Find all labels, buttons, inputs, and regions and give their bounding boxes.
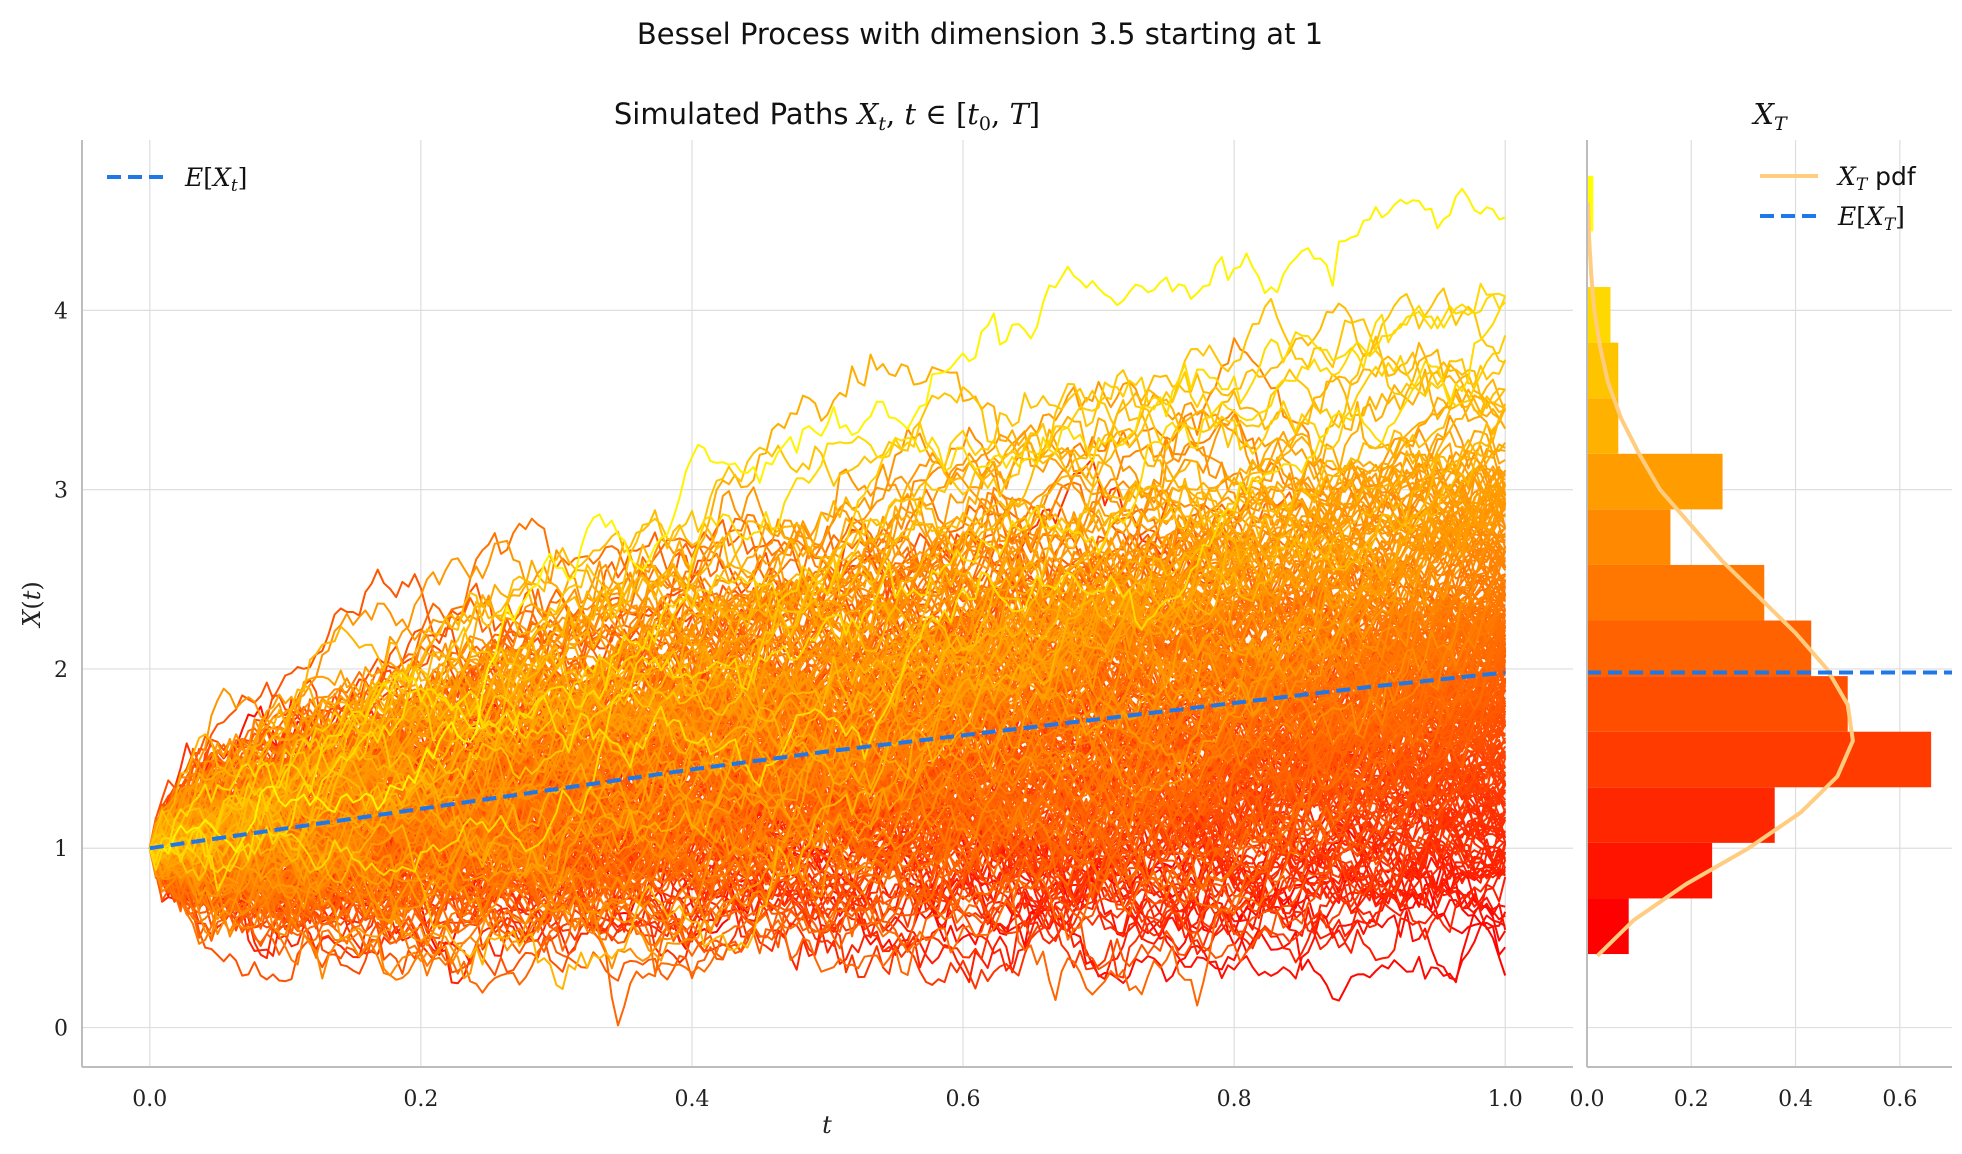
sample-path: [148, 546, 1506, 923]
sample-path: [148, 295, 1507, 874]
histogram-title: XT: [1751, 97, 1788, 135]
paths-x-tick-label: 0.4: [674, 1087, 709, 1112]
paths-legend: E[Xt]: [107, 163, 247, 196]
paths-y-axis-label: X(t): [18, 581, 46, 629]
sample-path: [149, 409, 1507, 850]
histogram-x-tick-label: 0.4: [1778, 1087, 1813, 1112]
paths-panel: 0.0 0.2 0.4 0.6 0.8 1.0 0 1 2 3 4 Simulated Paths…: [18, 97, 1573, 1139]
simulated-paths: [148, 187, 1507, 1027]
paths-x-tick-label: 0.0: [132, 1087, 167, 1112]
sample-path: [148, 297, 1507, 881]
legend-label-pdf: XT pdf: [1836, 162, 1917, 195]
sample-path: [148, 282, 1506, 892]
sample-path: [149, 292, 1506, 853]
paths-x-tick-label: 0.6: [946, 1087, 981, 1112]
paths-x-tick-labels: 0.0 0.2 0.4 0.6 0.8 1.0: [132, 1087, 1522, 1112]
sample-path: [149, 353, 1507, 850]
histogram-bin: [1587, 564, 1765, 621]
mean-line-expected-x-t: [149, 670, 1506, 851]
paths-x-tick-label: 1.0: [1488, 1087, 1523, 1112]
sample-path: [149, 448, 1507, 879]
sample-path: [148, 403, 1507, 871]
paths-y-tick-label: 0: [54, 1017, 68, 1042]
histogram-bin: [1587, 676, 1848, 732]
legend-label-e-x-T: E[XT]: [1837, 202, 1905, 235]
sample-path: [148, 453, 1506, 882]
paths-x-tick-label: 0.2: [403, 1087, 438, 1112]
paths-x-axis-label: t: [822, 1111, 832, 1139]
histogram-bin: [1587, 620, 1812, 677]
paths-x-tick-label: 0.8: [1217, 1087, 1252, 1112]
sample-path: [148, 335, 1507, 870]
histogram-x-tick-label: 0.6: [1882, 1087, 1917, 1112]
legend-label-e-x-t: E[Xt]: [184, 163, 247, 196]
figure-suptitle: Bessel Process with dimension 3.5 starti…: [637, 17, 1323, 51]
histogram-x-tick-labels: 0.0 0.2 0.4 0.6: [1570, 1087, 1918, 1112]
sample-path: [149, 482, 1507, 873]
sample-path: [148, 427, 1506, 849]
histogram-bin: [1587, 509, 1671, 565]
sample-path: [149, 429, 1506, 880]
sample-path: [149, 486, 1507, 875]
sample-path: [149, 380, 1507, 872]
histogram-legend: XT pdf E[XT]: [1760, 162, 1917, 235]
sample-path: [149, 492, 1506, 923]
pdf-curve: [1586, 202, 1855, 958]
paths-title: Simulated Paths Xt, t ∈ [t0, T]: [614, 97, 1040, 135]
sample-path: [148, 287, 1506, 849]
sample-path: [149, 474, 1507, 849]
histogram-panel: 0.0 0.2 0.4 0.6 XT XT pdf E[XT]: [1570, 97, 1952, 1112]
sample-path: [149, 408, 1507, 860]
paths-y-tick-label: 2: [54, 658, 68, 683]
paths-y-tick-label: 4: [54, 299, 68, 324]
sample-path: [149, 187, 1506, 855]
histogram-bin: [1587, 842, 1713, 899]
paths-y-tick-label: 1: [54, 837, 68, 862]
histogram-bin: [1587, 175, 1594, 232]
histogram-bin: [1587, 731, 1932, 788]
sample-path: [148, 407, 1507, 990]
histogram-bin: [1587, 398, 1619, 454]
sample-path: [148, 471, 1506, 937]
paths-y-tick-label: 3: [54, 479, 68, 504]
histogram-x-tick-label: 0.0: [1570, 1087, 1605, 1112]
paths-y-tick-labels: 0 1 2 3 4: [54, 299, 68, 1041]
histogram-bin: [1587, 787, 1775, 843]
histogram-bins: [1587, 175, 1932, 955]
histogram-x-tick-label: 0.2: [1674, 1087, 1709, 1112]
sample-path: [148, 502, 1507, 849]
